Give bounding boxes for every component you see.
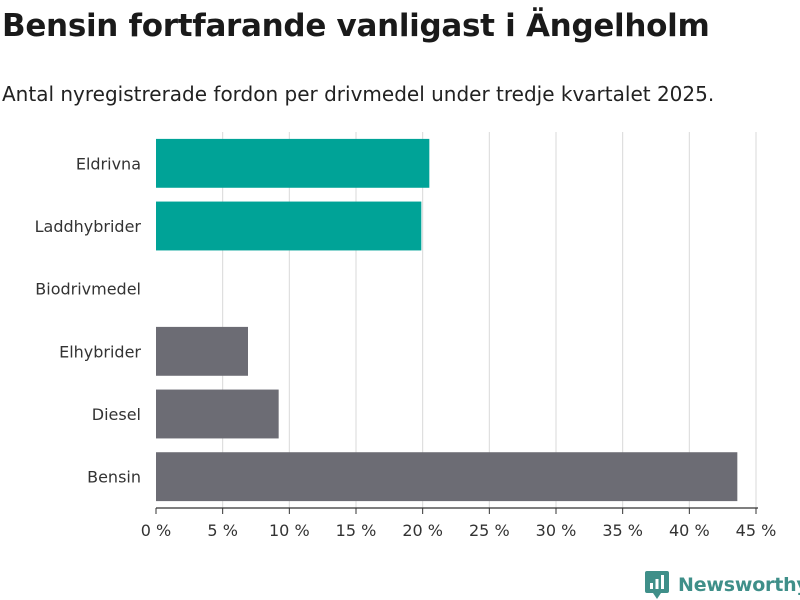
bar-diesel — [156, 389, 279, 439]
x-tick-label: 5 % — [207, 521, 237, 540]
category-label: Eldrivna — [76, 154, 141, 173]
newsworthy-logo: Newsworthy — [644, 570, 800, 600]
chart-title: Bensin fortfarande vanligast i Ängelholm — [2, 8, 710, 44]
category-label: Elhybrider — [59, 342, 141, 361]
bar-laddhybrider — [156, 201, 422, 251]
bar-bensin — [156, 452, 738, 502]
x-tick-label: 35 % — [602, 521, 643, 540]
x-tick-label: 30 % — [536, 521, 577, 540]
bar-elhybrider — [156, 326, 248, 376]
brand-name: Newsworthy — [678, 574, 800, 596]
category-label: Biodrivmedel — [35, 280, 141, 299]
x-tick-label: 45 % — [736, 521, 777, 540]
x-tick-label: 15 % — [336, 521, 377, 540]
x-tick-label: 20 % — [402, 521, 443, 540]
category-label: Bensin — [87, 468, 141, 487]
category-label: Diesel — [92, 405, 141, 424]
bar-eldrivna — [156, 138, 430, 188]
x-tick-label: 40 % — [669, 521, 710, 540]
x-tick-label: 25 % — [469, 521, 510, 540]
x-tick-label: 10 % — [269, 521, 310, 540]
category-label: Laddhybrider — [35, 217, 142, 236]
newsworthy-logo-icon — [645, 571, 669, 599]
chart-subtitle: Antal nyregistrerade fordon per drivmede… — [2, 82, 715, 106]
x-tick-label: 0 % — [141, 521, 171, 540]
